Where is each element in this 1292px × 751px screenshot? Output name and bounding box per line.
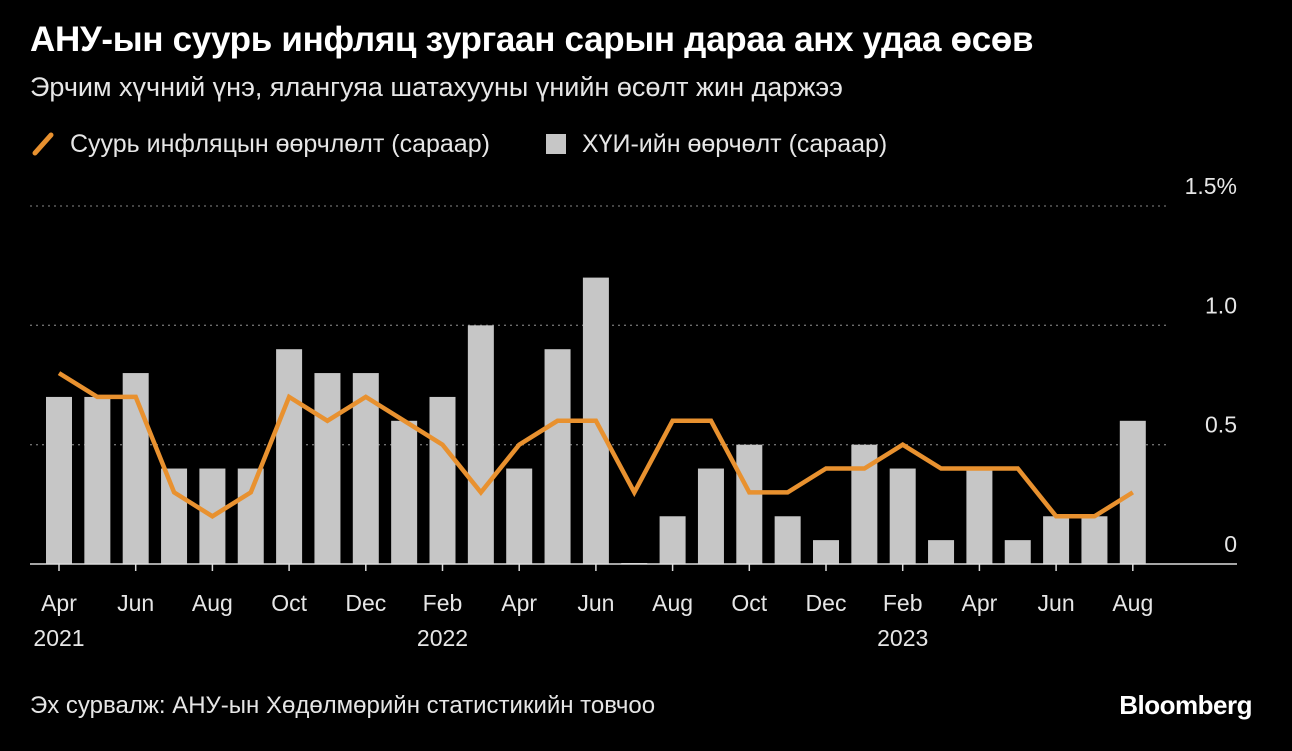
x-tick-label: Dec <box>345 590 386 616</box>
cpi-bar <box>237 468 264 564</box>
chart-legend: Суурь инфляцын өөрчлөлт (сараар) ХҮИ-ийн… <box>30 128 941 160</box>
cpi-bar <box>813 540 839 564</box>
legend-bar-label: ХҮИ-ийн өөрчөлт (сараар) <box>581 129 888 158</box>
x-tick-label: Aug <box>652 590 693 616</box>
y-tick-label: 1.5% <box>1185 173 1237 199</box>
chart-title: АНУ-ын суурь инфляц зургаан сарын дараа … <box>30 20 1034 59</box>
x-tick-label: Oct <box>731 590 767 616</box>
x-axis <box>30 563 1237 571</box>
cpi-bar <box>122 373 149 564</box>
cpi-bar <box>1081 516 1108 564</box>
y-tick-label: 0 <box>1224 531 1237 557</box>
cpi-bar <box>467 325 494 564</box>
x-tick-label: Dec <box>806 590 847 616</box>
cpi-bar <box>889 468 916 564</box>
cpi-bar <box>1043 516 1070 564</box>
x-year-label: 2023 <box>877 625 928 651</box>
bloomberg-logo: Bloomberg <box>1119 690 1252 720</box>
cpi-bar <box>544 349 571 564</box>
cpi-bar <box>966 468 993 564</box>
x-year-label: 2021 <box>33 625 84 651</box>
core-inflation-line-layer <box>57 371 1134 519</box>
cpi-bar <box>659 516 686 564</box>
cpi-bar <box>84 396 111 564</box>
y-tick-label: 1.0 <box>1205 292 1237 318</box>
x-tick-label: Oct <box>271 590 307 616</box>
legend-item-core-inflation: Суурь инфляцын өөрчлөлт (сараар) <box>30 130 490 159</box>
cpi-bar <box>314 373 341 564</box>
x-tick-label: Aug <box>1112 590 1153 616</box>
x-tick-label: Jun <box>1038 590 1075 616</box>
cpi-bar <box>46 396 72 564</box>
cpi-bar <box>391 420 418 564</box>
axis-labels: 0 0.5 1.0 1.5% Apr 2021 Jun Aug Oct Dec Feb 2022 Apr… <box>33 173 1237 651</box>
x-tick-label: Feb <box>883 590 923 616</box>
cpi-bar <box>928 540 955 564</box>
x-tick-label: Jun <box>117 590 154 616</box>
cpi-bar <box>506 468 533 564</box>
x-tick-label: Feb <box>423 590 463 616</box>
x-tick-label: Apr <box>501 590 537 616</box>
legend-line-label: Суурь инфляцын өөрчлөлт (сараар) <box>70 129 490 158</box>
chart-subtitle: Эрчим хүчний үнэ, ялангуяа шатахууны үни… <box>30 72 843 102</box>
legend-item-cpi: ХҮИ-ийн өөрчөлт (сараар) <box>544 130 887 159</box>
cpi-bar <box>161 468 188 564</box>
cpi-bar <box>429 396 456 564</box>
legend-line-swatch <box>32 132 54 156</box>
x-year-label: 2022 <box>417 625 468 651</box>
cpi-bar <box>1004 540 1031 564</box>
cpi-bar <box>774 516 801 564</box>
x-tick-label: Jun <box>577 590 614 616</box>
cpi-bar <box>276 349 303 564</box>
y-tick-label: 0.5 <box>1205 412 1237 438</box>
x-tick-label: Aug <box>192 590 233 616</box>
x-tick-label: Apr <box>962 590 998 616</box>
cpi-bar <box>697 468 724 564</box>
source-note: Эх сурвалж: АНУ-ын Хөдөлмөрийн статистик… <box>30 692 656 719</box>
legend-bar-swatch <box>545 134 566 154</box>
x-tick-label: Apr <box>41 590 77 616</box>
cpi-bar <box>736 444 763 564</box>
